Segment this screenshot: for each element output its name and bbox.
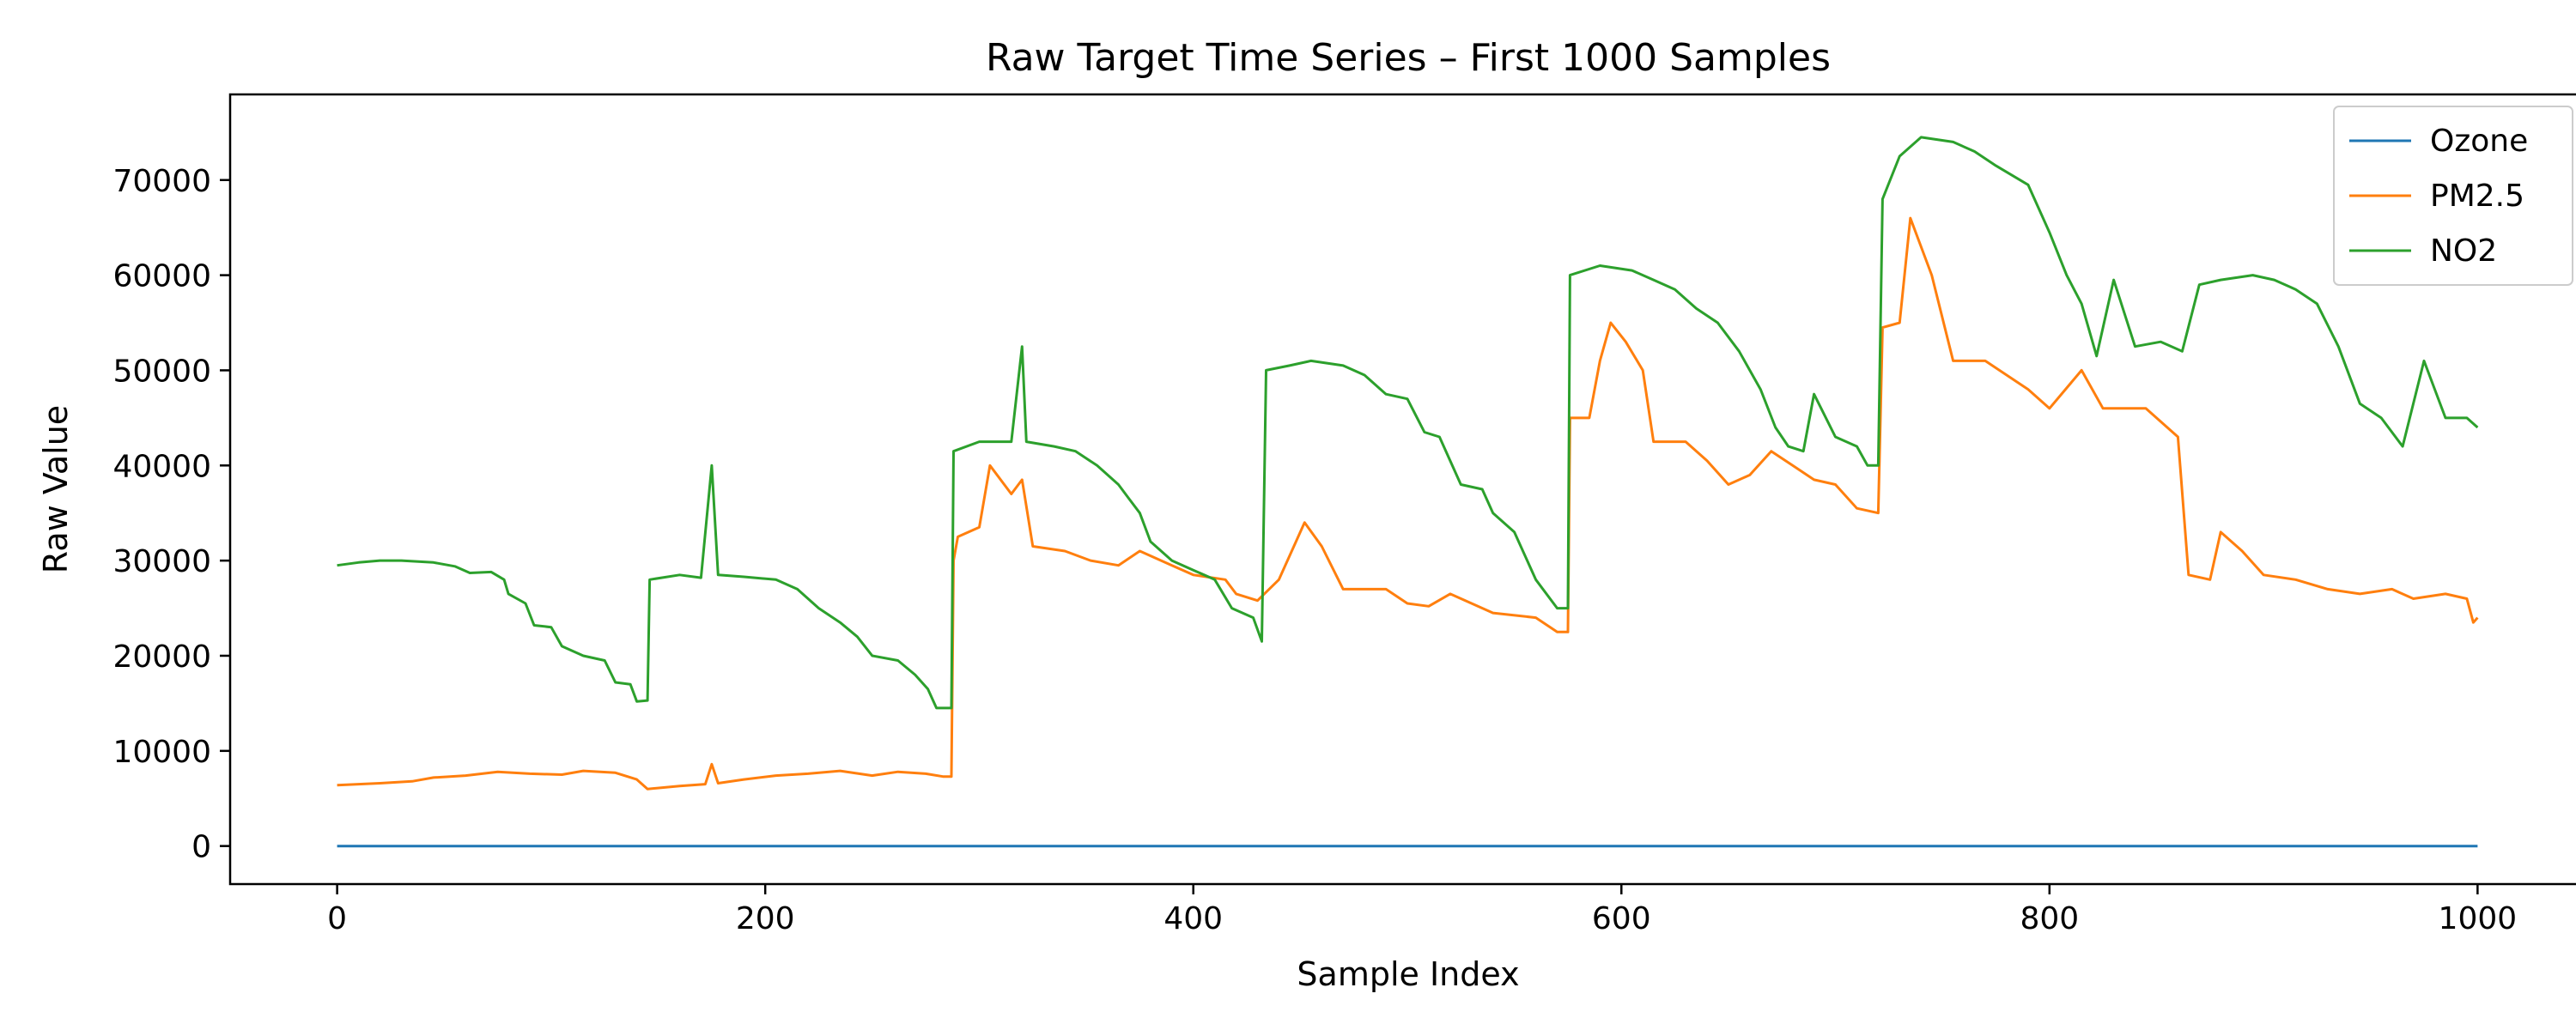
series-line-no2: [337, 136, 2479, 710]
x-tick-label: 600: [1592, 901, 1651, 936]
x-tick-label: 200: [736, 901, 795, 936]
x-tick-label: 0: [327, 901, 347, 936]
series-line-pm2-5: [337, 216, 2479, 791]
y-axis-label: Raw Value: [37, 405, 75, 573]
y-tick-label: 50000: [112, 354, 211, 389]
x-axis-ticks: 0 200 400 600 800 1000: [327, 884, 2517, 936]
legend-label: PM2.5: [2430, 179, 2524, 214]
series-layer: [337, 136, 2479, 848]
y-axis-ticks: 0 10000 20000 30000 40000 50000 60000 70000: [112, 164, 230, 865]
y-tick-label: 30000: [112, 544, 211, 579]
x-tick-label: 400: [1163, 901, 1223, 936]
legend-box: [2333, 106, 2573, 286]
x-tick-label: 1000: [2439, 901, 2518, 936]
plot-frame: [228, 93, 2576, 886]
legend-label: Ozone: [2430, 124, 2528, 159]
y-tick-label: 60000: [112, 259, 211, 294]
y-tick-label: 70000: [112, 164, 211, 199]
legend-label: NO2: [2430, 233, 2497, 269]
y-tick-label: 20000: [112, 639, 211, 675]
x-tick-label: 800: [2020, 901, 2079, 936]
x-axis-label: Sample Index: [1297, 955, 1519, 993]
y-tick-label: 10000: [112, 735, 211, 770]
legend: Ozone PM2.5 NO2: [2333, 106, 2573, 286]
chart-title: Raw Target Time Series – First 1000 Samp…: [986, 36, 1831, 80]
y-tick-label: 40000: [112, 449, 211, 484]
y-tick-label: 0: [191, 830, 211, 865]
